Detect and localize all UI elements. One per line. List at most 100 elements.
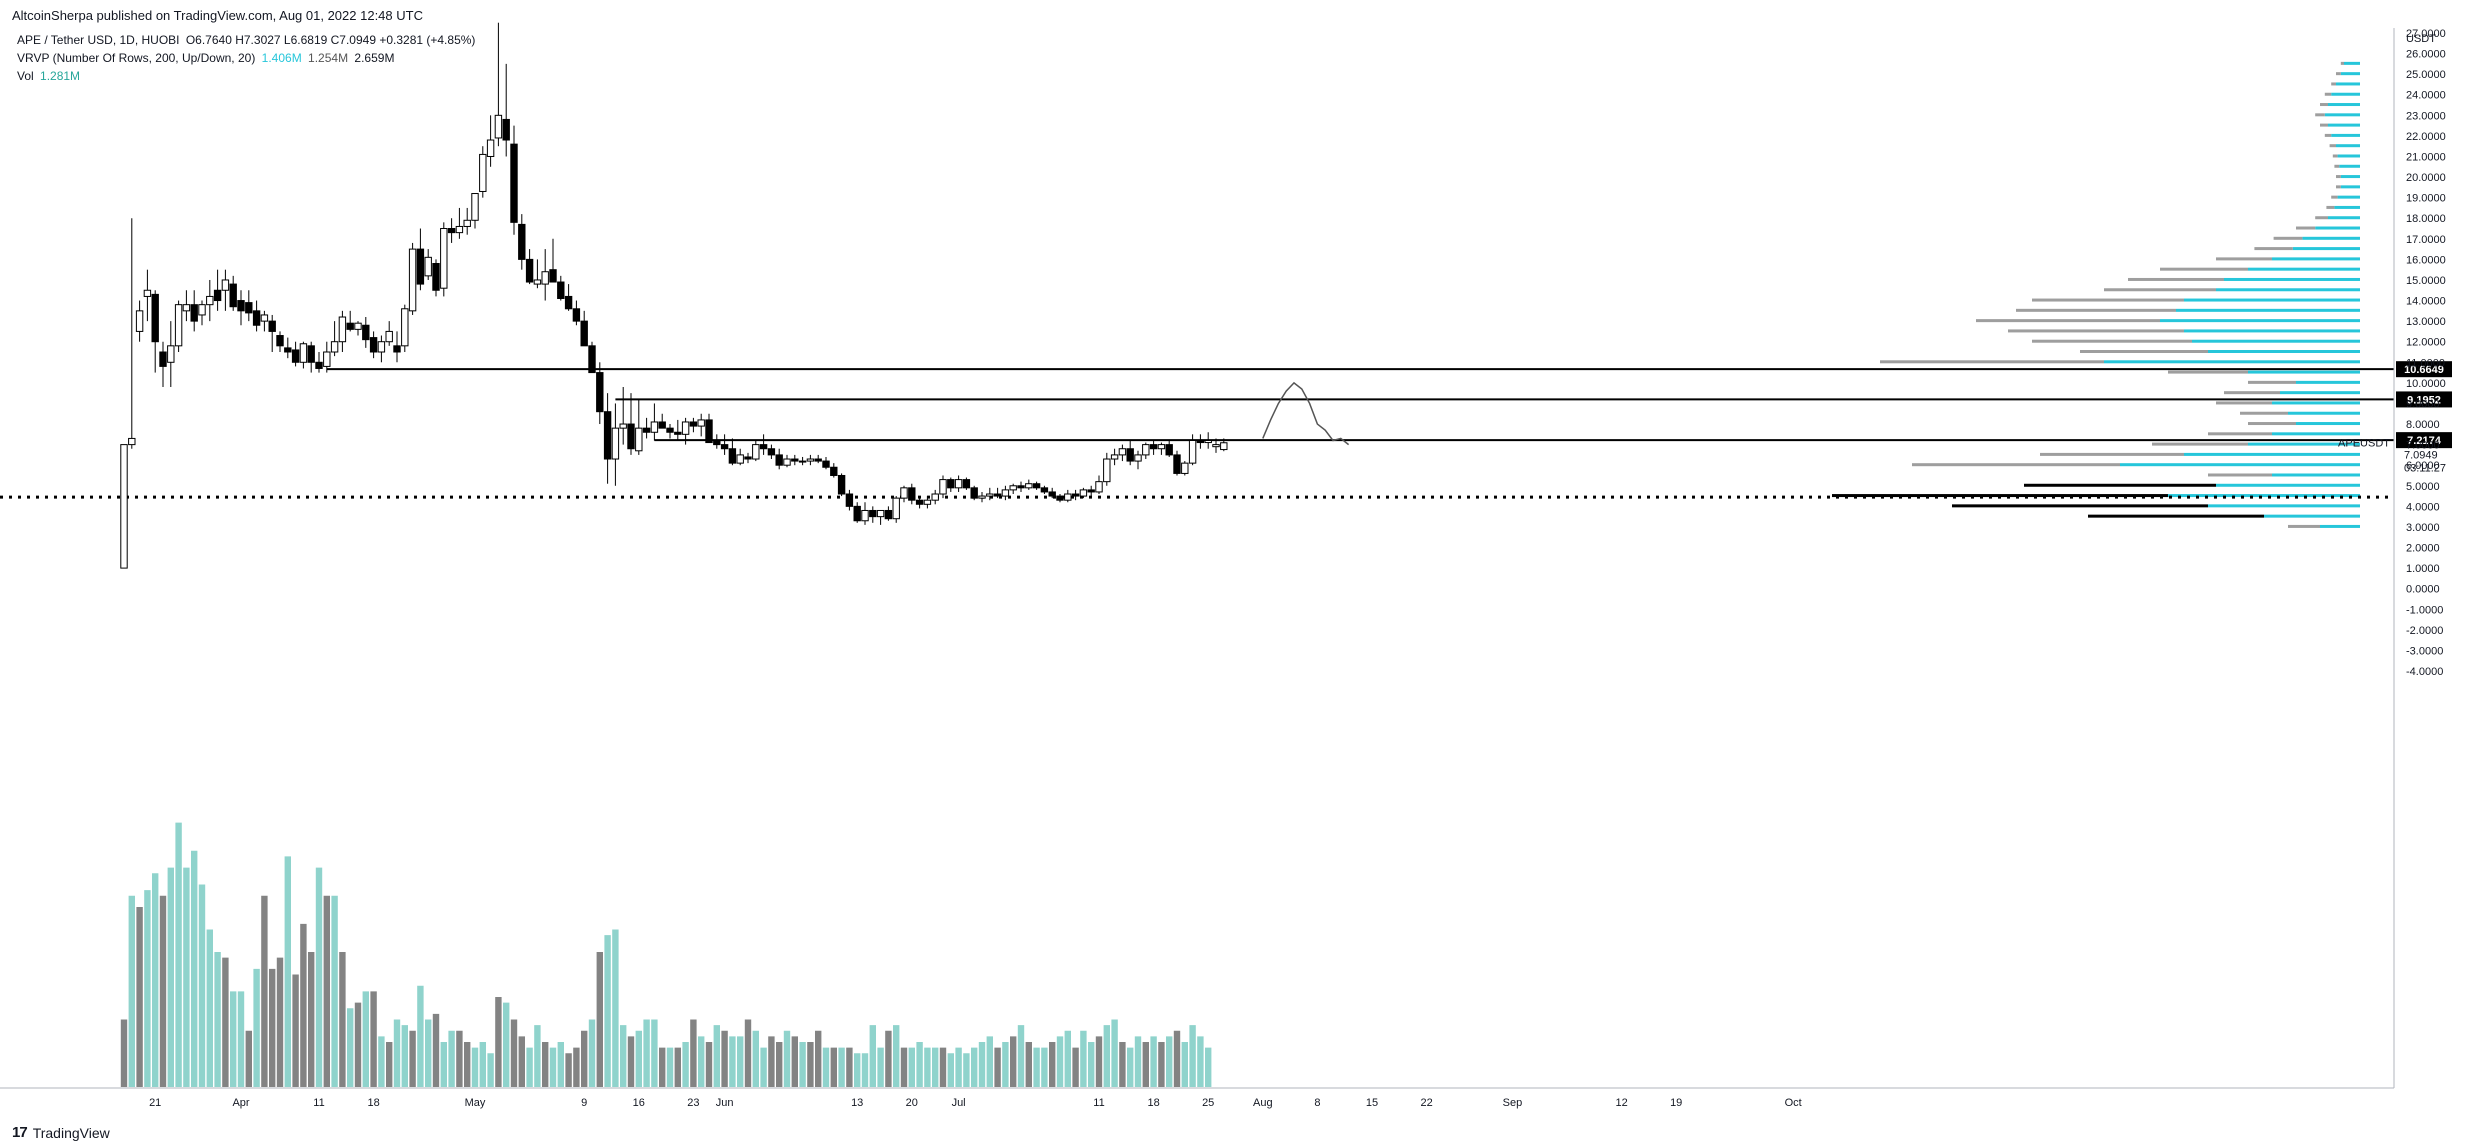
candle-body[interactable]: [1173, 454, 1181, 474]
vrvp-legend-row[interactable]: VRVP (Number Of Rows, 200, Up/Down, 20) …: [17, 49, 478, 67]
candle-body[interactable]: [486, 139, 495, 157]
candle-body[interactable]: [876, 509, 885, 518]
candle-body[interactable]: [767, 448, 776, 456]
candle-body[interactable]: [190, 304, 198, 322]
candle-body[interactable]: [221, 279, 230, 291]
candle-body[interactable]: [689, 421, 698, 427]
candle-body[interactable]: [705, 419, 713, 444]
candle-body[interactable]: [931, 493, 939, 501]
candle-body[interactable]: [814, 458, 822, 462]
candle-body[interactable]: [1017, 485, 1025, 489]
candle-body[interactable]: [970, 487, 978, 499]
candle-body[interactable]: [549, 269, 557, 283]
candle-body[interactable]: [791, 458, 799, 462]
candle-body[interactable]: [252, 310, 261, 326]
candle-body[interactable]: [206, 295, 214, 306]
candle-body[interactable]: [658, 421, 666, 429]
candle-body[interactable]: [627, 423, 635, 450]
candle-body[interactable]: [213, 289, 222, 302]
candle-body[interactable]: [596, 372, 604, 413]
candle-body[interactable]: [245, 302, 253, 314]
candle-body[interactable]: [471, 193, 479, 221]
candle-body[interactable]: [611, 427, 620, 460]
candle-body[interactable]: [276, 335, 284, 347]
candle-body[interactable]: [440, 228, 448, 289]
projection-path[interactable]: [1262, 381, 1350, 446]
candle-body[interactable]: [1149, 444, 1158, 450]
candle-body[interactable]: [619, 423, 627, 429]
candle-body[interactable]: [323, 351, 331, 367]
candle-body[interactable]: [1196, 439, 1205, 444]
candle-body[interactable]: [291, 349, 300, 363]
candle-body[interactable]: [674, 431, 682, 435]
candle-body[interactable]: [1048, 491, 1056, 497]
candle-body[interactable]: [447, 228, 456, 234]
candle-body[interactable]: [1134, 454, 1142, 462]
symbol-legend-row[interactable]: APE / Tether USD, 1D, HUOBI O6.7640 H7.3…: [17, 31, 478, 49]
candle-body[interactable]: [268, 320, 276, 332]
candle-body[interactable]: [915, 499, 924, 505]
candle-body[interactable]: [120, 444, 128, 569]
candle-body[interactable]: [198, 304, 206, 316]
candle-body[interactable]: [377, 341, 386, 353]
candle-body[interactable]: [557, 281, 565, 299]
candle-body[interactable]: [307, 345, 315, 363]
candle-body[interactable]: [1087, 489, 1095, 493]
candle-body[interactable]: [1001, 489, 1010, 497]
candle-body[interactable]: [1064, 493, 1072, 501]
candle-body[interactable]: [869, 509, 877, 518]
candle-body[interactable]: [666, 427, 674, 433]
candle-body[interactable]: [229, 283, 237, 308]
candle-body[interactable]: [151, 293, 159, 343]
candle-body[interactable]: [806, 458, 815, 462]
candle-body[interactable]: [541, 271, 549, 285]
candle-body[interactable]: [564, 295, 573, 310]
candle-body[interactable]: [1103, 458, 1111, 483]
candle-body[interactable]: [837, 474, 846, 495]
candle-body[interactable]: [713, 439, 721, 446]
candle-body[interactable]: [284, 347, 292, 353]
candle-body[interactable]: [1142, 444, 1150, 456]
candle-body[interactable]: [424, 256, 432, 277]
candle-body[interactable]: [182, 304, 191, 312]
candle-body[interactable]: [518, 223, 526, 260]
candle-body[interactable]: [853, 505, 861, 522]
candle-body[interactable]: [510, 143, 518, 223]
candle-body[interactable]: [463, 219, 471, 227]
candle-body[interactable]: [1212, 444, 1220, 448]
candle-body[interactable]: [338, 316, 347, 343]
candle-body[interactable]: [237, 300, 245, 312]
candles[interactable]: [120, 22, 1228, 569]
candle-body[interactable]: [1025, 483, 1033, 489]
candle-body[interactable]: [432, 263, 440, 291]
candle-body[interactable]: [330, 341, 339, 353]
candle-body[interactable]: [697, 419, 705, 427]
candle-body[interactable]: [759, 444, 768, 450]
vrvp-label[interactable]: VRVP (Number Of Rows, 200, Up/Down, 20): [17, 51, 256, 65]
candle-body[interactable]: [143, 289, 152, 297]
candle-body[interactable]: [416, 248, 425, 285]
candle-body[interactable]: [744, 456, 752, 460]
candle-body[interactable]: [939, 479, 947, 495]
volume-legend-row[interactable]: Vol 1.281M: [17, 67, 478, 85]
candle-body[interactable]: [775, 454, 783, 466]
candle-body[interactable]: [385, 330, 393, 343]
candle-body[interactable]: [1079, 489, 1088, 497]
candle-body[interactable]: [752, 444, 760, 460]
candle-body[interactable]: [1165, 444, 1173, 456]
candle-body[interactable]: [728, 448, 737, 464]
candle-body[interactable]: [954, 479, 963, 489]
candle-body[interactable]: [401, 308, 409, 347]
candle-body[interactable]: [1204, 439, 1212, 444]
candle-body[interactable]: [845, 493, 854, 507]
candle-body[interactable]: [861, 509, 869, 522]
candle-body[interactable]: [603, 411, 612, 460]
candle-body[interactable]: [315, 361, 323, 369]
candle-body[interactable]: [900, 487, 908, 499]
candle-body[interactable]: [346, 322, 354, 330]
candle-body[interactable]: [1009, 485, 1017, 491]
candle-body[interactable]: [635, 427, 643, 452]
candle-body[interactable]: [1032, 483, 1041, 489]
tradingview-logo[interactable]: 17 TradingView: [12, 1124, 110, 1141]
candle-body[interactable]: [986, 493, 994, 497]
